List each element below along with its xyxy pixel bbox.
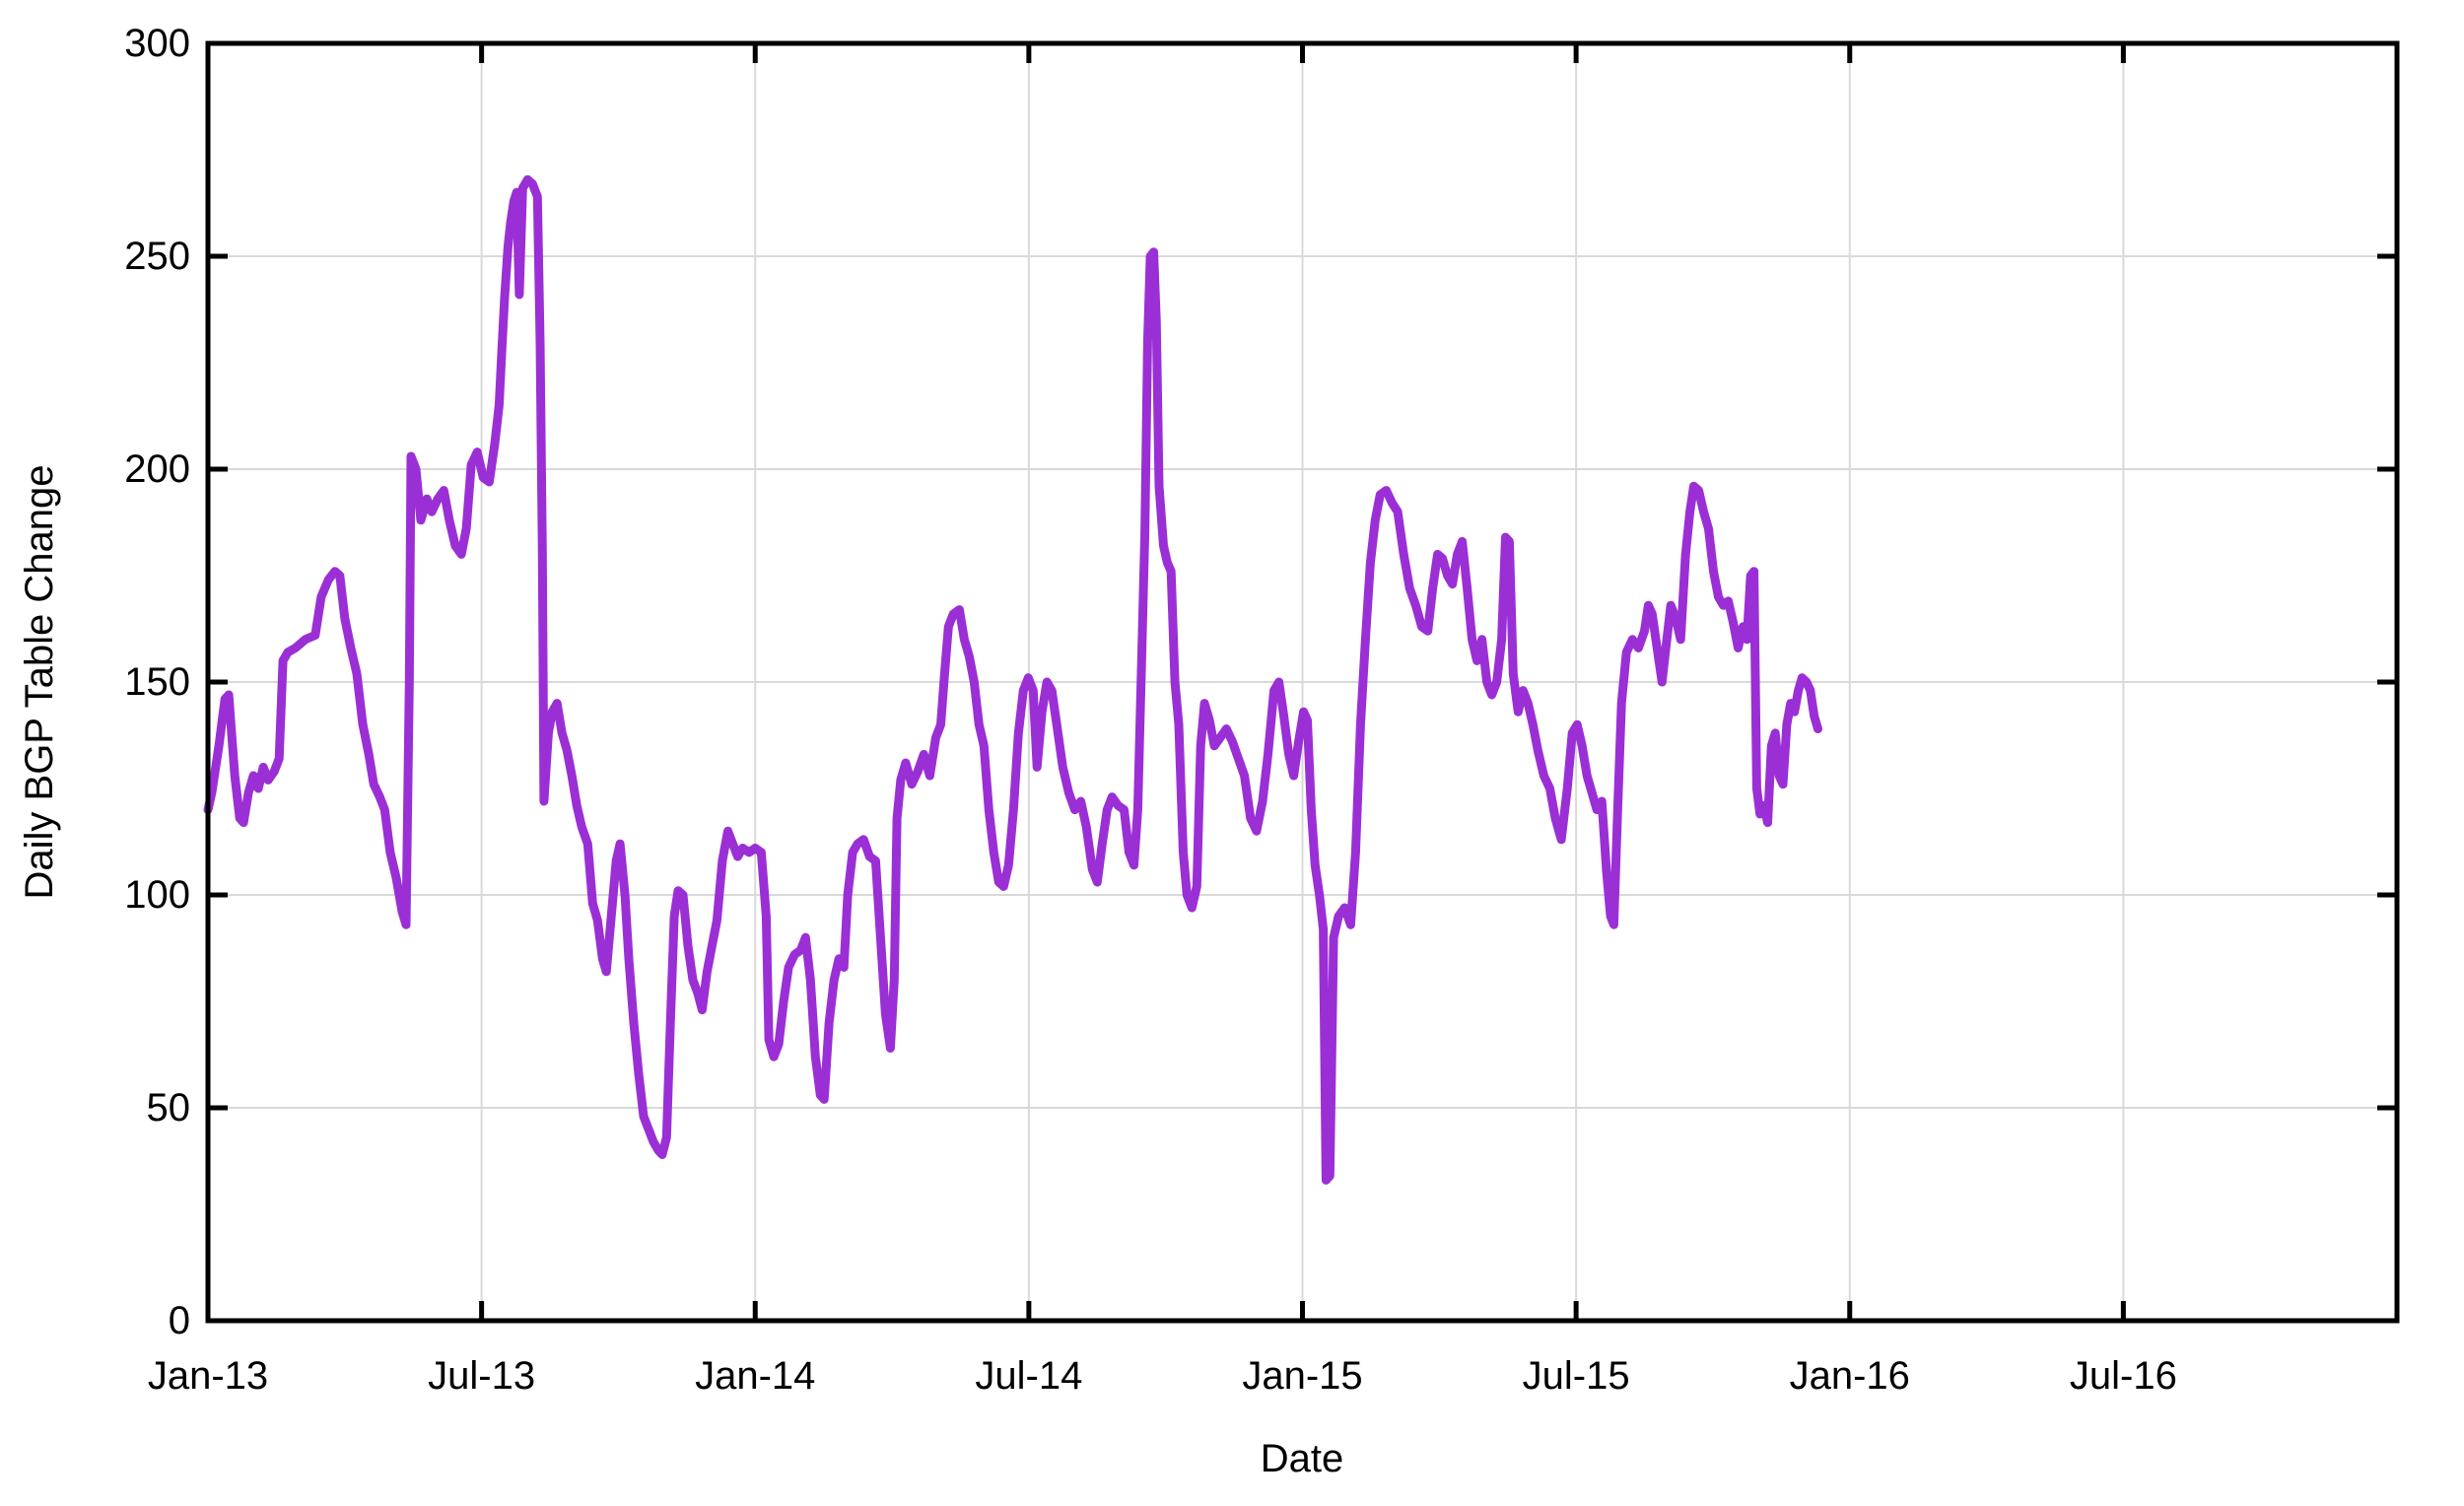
x-tick-label-Jul-13: Jul-13 [428,1354,536,1398]
x-tick-label-Jan-13: Jan-13 [147,1354,269,1398]
y-axis-title: Daily BGP Table Change [18,464,61,900]
x-tick-label-Jul-15: Jul-15 [1522,1354,1630,1398]
y-tick-label-150: 150 [124,660,190,704]
plot-frame-and-ticks [205,40,2400,1324]
x-axis-title: Date [1260,1437,1344,1480]
x-tick-label-Jul-14: Jul-14 [975,1354,1083,1398]
x-tick-label-Jul-16: Jul-16 [2069,1354,2177,1398]
y-tick-label-200: 200 [124,447,190,491]
y-tick-label-100: 100 [124,873,190,917]
y-tick-label-300: 300 [124,22,190,65]
data-line-daily-bgp-table-change [203,174,1822,1185]
x-tick-label-Jan-15: Jan-15 [1242,1354,1363,1398]
x-tick-label-Jan-16: Jan-16 [1789,1354,1910,1398]
data-series [203,174,1822,1185]
y-tick-label-50: 50 [146,1086,191,1130]
y-tick-label-0: 0 [168,1299,190,1342]
gridlines [208,43,2397,1321]
y-tick-label-250: 250 [124,235,190,278]
x-tick-label-Jan-14: Jan-14 [695,1354,816,1398]
